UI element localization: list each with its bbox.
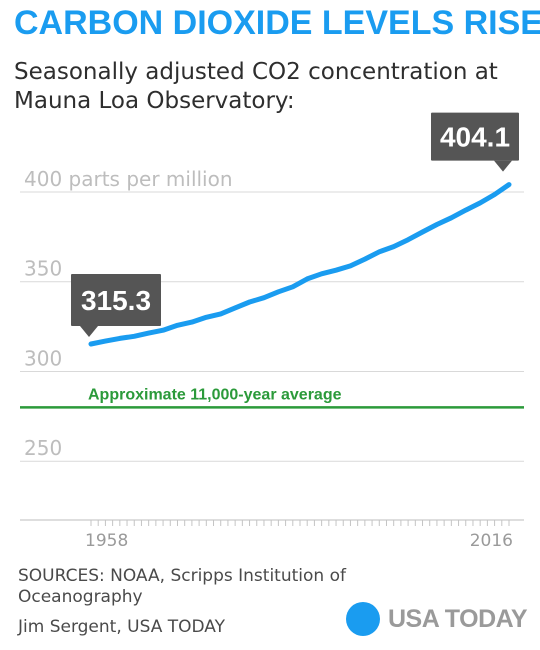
co2-data-point: [420, 229, 425, 235]
co2-data-point: [405, 237, 411, 242]
co2-data-point: [319, 271, 324, 277]
chart-subtitle: Seasonally adjusted CO2 concentration at…: [14, 59, 498, 114]
series-group: [88, 182, 512, 347]
x-tick-label-end: 2016: [470, 531, 513, 551]
co2-data-point: [103, 338, 108, 344]
y-tick-label: 400 parts per million: [24, 167, 233, 191]
co2-data-point: [290, 284, 295, 289]
callout-group: 315.3 404.1: [71, 112, 519, 338]
co2-data-point: [247, 299, 252, 305]
co2-data-point: [232, 305, 238, 311]
callout-box: [71, 274, 161, 327]
grid-lines: [20, 191, 524, 521]
brand-dot-icon: [346, 602, 380, 636]
brand-logo: USA TODAY: [346, 602, 528, 636]
x-tick-label-start: 1958: [85, 531, 128, 551]
co2-data-point: [348, 263, 353, 269]
co2-data-point: [391, 244, 396, 249]
co2-data-point: [276, 289, 281, 294]
co2-data-point: [434, 222, 440, 227]
co2-series-line: [88, 182, 512, 347]
co2-data-point: [492, 192, 497, 197]
sources-note: SOURCES: NOAA, Scripps Institution of Oc…: [18, 566, 346, 607]
co2-data-point: [506, 182, 512, 187]
co2-data-point: [261, 295, 267, 300]
co2-data-point: [333, 268, 339, 273]
co2-data-point: [189, 319, 195, 325]
co2-data-point: [218, 311, 223, 317]
y-tick-label: 300: [24, 346, 62, 370]
reference-line-label: Approximate 11,000-year average: [88, 386, 342, 403]
co2-data-point: [117, 336, 123, 341]
chart-title: CARBON DIOXIDE LEVELS RISE: [14, 4, 540, 42]
callout-pointer: [80, 326, 98, 338]
y-tick-label: 350: [24, 257, 62, 281]
co2-data-point: [305, 276, 310, 282]
co2-data-point: [175, 323, 180, 328]
co2-data-point: [362, 256, 368, 262]
co2-data-point: [146, 330, 151, 336]
y-tick-labels: 400 parts per million 350 300 250: [24, 167, 233, 460]
co2-data-point: [132, 334, 137, 339]
co2-data-point: [204, 315, 209, 320]
co2-data-point: [463, 207, 468, 213]
callout-label: 315.3: [81, 285, 151, 316]
co2-data-point: [88, 341, 94, 347]
y-tick-label: 250: [24, 436, 62, 460]
callout-box: [431, 112, 519, 161]
callout-label: 404.1: [440, 122, 510, 153]
co2-data-point: [477, 200, 483, 206]
x-axis-ticks: 1958 2016: [85, 520, 513, 551]
brand-name: USA TODAY: [388, 604, 528, 633]
co2-data-point: [377, 249, 382, 254]
reference-line-group: Approximate 11,000-year average: [20, 386, 524, 409]
callout-pointer: [494, 160, 512, 172]
co2-data-point: [449, 215, 454, 221]
credit-line: Jim Sergent, USA TODAY: [18, 617, 225, 637]
co2-data-point: [160, 327, 166, 333]
